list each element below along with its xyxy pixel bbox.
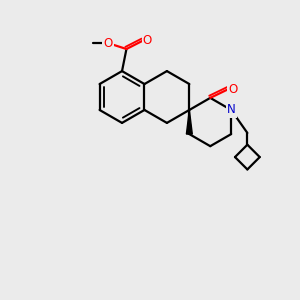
Text: O: O <box>228 82 238 95</box>
Text: O: O <box>103 37 113 50</box>
Text: O: O <box>143 34 152 47</box>
Polygon shape <box>186 110 192 134</box>
Text: N: N <box>227 103 236 116</box>
